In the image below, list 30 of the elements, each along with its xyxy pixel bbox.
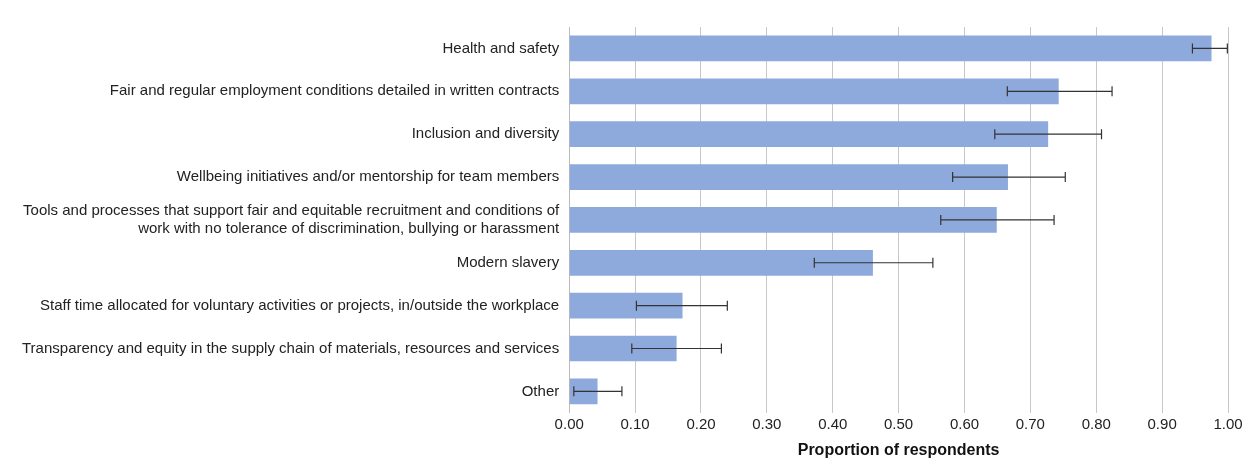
y-tick-label: Inclusion and diversity — [411, 124, 560, 142]
bar — [569, 35, 1212, 62]
x-tick-label: 0.00 — [554, 414, 584, 432]
bar — [569, 335, 677, 362]
x-tick-label: 0.60 — [949, 414, 980, 432]
y-tick-label: Staff time allocated for voluntary activities or projects, in/outside the workplace — [40, 295, 560, 313]
bar — [569, 78, 1059, 105]
bar — [569, 249, 873, 276]
x-tick-label: 0.50 — [884, 414, 914, 432]
x-tick-label: 0.40 — [818, 414, 848, 432]
bar — [569, 378, 598, 405]
y-tick-label: Tools and processes that support fair and equitable recruitment and conditions of work with no tolerance of discrimination, bullying or harassment — [23, 201, 561, 237]
x-tick-label: 0.70 — [1015, 414, 1045, 432]
bar — [569, 164, 1008, 190]
x-tick-label: 0.10 — [620, 414, 650, 432]
y-tick-label: Modern slavery — [456, 252, 560, 270]
x-tick-label: 0.90 — [1147, 414, 1177, 432]
y-tick-label: Health and safety — [442, 38, 560, 56]
x-axis-title: Proportion of respondents — [797, 440, 1000, 458]
y-tick-label: Fair and regular employment conditions detailed in written contracts — [109, 81, 560, 99]
bar — [569, 121, 1049, 148]
y-tick-label: Wellbeing initiatives and/or mentorship for team members — [176, 167, 560, 185]
bar — [569, 207, 997, 233]
x-tick-label: 1.00 — [1213, 414, 1243, 432]
y-tick-label: Other — [521, 381, 560, 399]
x-tick-label: 0.80 — [1081, 414, 1111, 432]
x-tick-label: 0.20 — [686, 414, 716, 432]
x-tick-label: 0.30 — [752, 414, 782, 432]
y-tick-label: Transparency and equity in the supply chain of materials, resources and services — [22, 338, 560, 356]
bar — [569, 292, 683, 319]
